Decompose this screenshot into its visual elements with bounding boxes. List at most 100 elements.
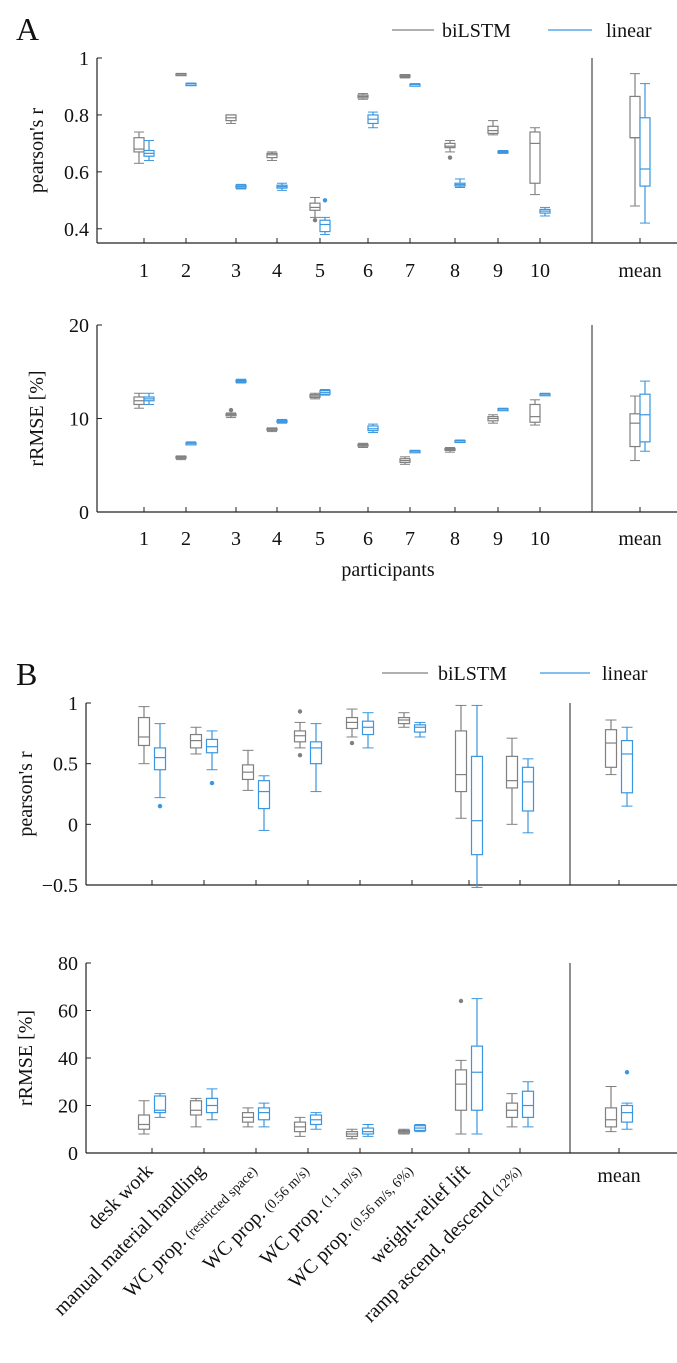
box-iqr (529, 403, 541, 423)
box-iqr (153, 1095, 167, 1114)
box-linear-8 (497, 407, 509, 412)
box-iqr (470, 1045, 484, 1111)
x-tick-label: 10 (530, 260, 550, 282)
box-biLSTM-1 (175, 455, 187, 461)
box-biLSTM-0 (133, 392, 145, 409)
x-tick-label-mean: mean (618, 528, 661, 550)
box-biLSTM-0 (137, 1100, 151, 1135)
box-linear-2 (257, 775, 271, 831)
y-tick-label: 1 (79, 48, 89, 70)
box-linear-5 (367, 423, 379, 434)
box-biLSTM-6 (454, 704, 468, 819)
box-iqr (639, 117, 651, 187)
y-tick-label: 0 (79, 502, 89, 524)
box-linear-7 (454, 178, 466, 188)
x-tick-label-mean: mean (618, 260, 661, 282)
box-biLSTM-5 (397, 712, 411, 728)
legend-label-linear: linear (606, 20, 652, 42)
y-tick-label: 0.5 (53, 754, 78, 776)
box-linear-4 (319, 198, 331, 235)
y-tick-label: 20 (69, 315, 89, 337)
box-linear-5 (413, 1124, 427, 1133)
x-tick-label: 3 (231, 260, 241, 282)
box-linear-mean (620, 1070, 634, 1130)
y-tick-label: 20 (58, 1096, 78, 1118)
box-linear-0 (153, 1093, 167, 1118)
box-linear-mean (620, 726, 634, 807)
y-tick-label: 0.6 (64, 162, 89, 184)
box-linear-8 (497, 150, 509, 154)
outlier-point (624, 1070, 630, 1075)
outlier-point (157, 803, 163, 809)
outlier-point (297, 752, 303, 758)
box-linear-3 (309, 1112, 323, 1130)
box-biLSTM-1 (189, 726, 203, 755)
box-biLSTM-2 (241, 1107, 255, 1128)
outlier-point (297, 709, 303, 714)
x-tick-label: 9 (493, 528, 503, 550)
box-linear-1 (185, 441, 197, 446)
x-tick-label: 7 (405, 260, 415, 282)
y-tick-label: 40 (58, 1048, 78, 1070)
y-tick-label: 0.8 (64, 105, 89, 127)
box-biLSTM-8 (487, 120, 499, 136)
box-iqr (257, 780, 271, 810)
x-tick-label: 7 (405, 528, 415, 550)
box-iqr (505, 755, 519, 789)
box-linear-7 (521, 1081, 535, 1128)
box-linear-7 (454, 439, 466, 444)
box-linear-3 (276, 182, 288, 191)
box-linear-6 (470, 704, 484, 888)
box-linear-4 (361, 1124, 375, 1137)
box-iqr (266, 152, 278, 159)
y-tick-label: −0.5 (42, 875, 78, 897)
box-iqr (444, 142, 456, 149)
box-iqr (629, 413, 641, 448)
box-biLSTM-5 (357, 93, 369, 100)
x-tick-label: 10 (530, 528, 550, 550)
box-linear-4 (361, 712, 375, 749)
outlier-point (458, 998, 464, 1004)
box-linear-2 (235, 183, 247, 190)
y-axis-title: rRMSE [%] (15, 1010, 37, 1106)
box-linear-3 (276, 418, 288, 424)
box-iqr (529, 131, 541, 184)
box-iqr (487, 125, 499, 135)
box-biLSTM-4 (309, 392, 321, 400)
box-iqr (604, 729, 618, 768)
outlier-point (447, 155, 453, 160)
y-tick-label: 1 (68, 693, 78, 715)
y-axis-title: rRMSE [%] (26, 370, 48, 466)
box-biLSTM-1 (189, 1097, 203, 1128)
box-linear-6 (409, 449, 421, 454)
box-biLSTM-2 (225, 407, 237, 419)
box-biLSTM-mean (629, 73, 641, 207)
box-biLSTM-5 (357, 442, 369, 448)
x-tick-label: 2 (181, 528, 191, 550)
box-biLSTM-8 (487, 414, 499, 424)
box-iqr (319, 219, 331, 233)
panel-label: A (16, 11, 39, 47)
box-linear-1 (205, 730, 219, 786)
box-biLSTM-6 (399, 456, 411, 465)
box-biLSTM-4 (309, 196, 321, 223)
legend-label-biLSTM: biLSTM (442, 20, 511, 42)
box-iqr (133, 137, 145, 153)
x-tick-label: 4 (272, 528, 282, 550)
box-biLSTM-9 (529, 127, 541, 196)
box-biLSTM-7 (505, 737, 519, 825)
x-tick-label: 6 (363, 260, 373, 282)
box-iqr (620, 740, 634, 794)
box-iqr (521, 766, 535, 812)
y-tick-label: 10 (69, 409, 89, 431)
x-tick-label: 1 (139, 260, 149, 282)
y-axis-title: pearson's r (15, 751, 37, 837)
box-biLSTM-1 (175, 72, 187, 77)
y-axis-title: pearson's r (26, 108, 48, 194)
x-tick-label: 3 (231, 528, 241, 550)
x-tick-label: 4 (272, 260, 282, 282)
box-biLSTM-0 (133, 131, 145, 164)
box-iqr (629, 95, 641, 139)
box-iqr (470, 755, 484, 856)
